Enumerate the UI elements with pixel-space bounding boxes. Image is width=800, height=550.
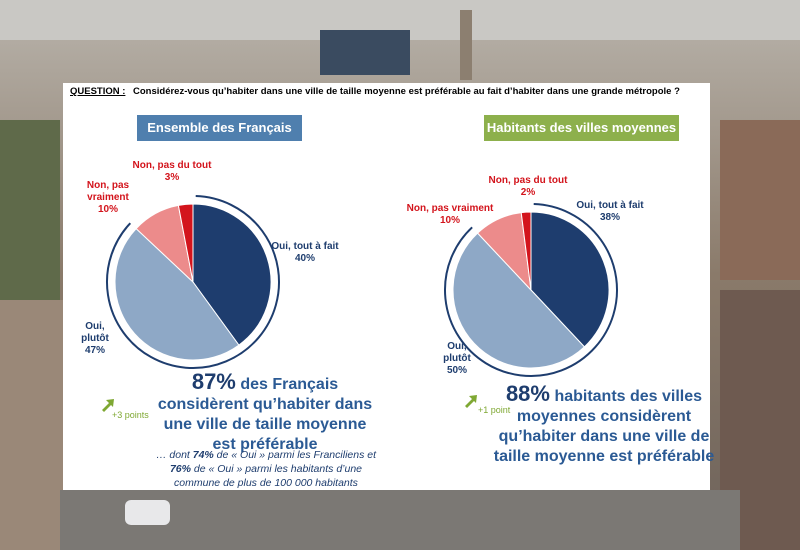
chart-title: Ensemble des Français: [137, 115, 302, 141]
slice-label: Non, pas vraiment 10%: [78, 180, 138, 216]
slice-label: Oui, plutôt 47%: [75, 321, 115, 357]
summary-text: des Français considèrent qu’habiter dans…: [157, 376, 373, 453]
category-label: Oui, tout à fait: [576, 200, 644, 211]
summary-highlight: 87%: [191, 369, 236, 394]
summary-text: habitants des villes moyennes considèren…: [493, 388, 715, 465]
footnote-part: 76%: [169, 463, 191, 475]
footnote: … dont 74% de « Oui » parmi les Francili…: [148, 448, 384, 490]
pie-slice: [452, 232, 586, 369]
value-label: 38%: [599, 212, 620, 223]
delta-label: +3 points: [112, 410, 149, 420]
summary: 88% habitants des villes moyennes consid…: [484, 381, 724, 467]
slice-label: Non, pas du tout 3%: [117, 160, 227, 184]
yes-ring: [444, 203, 618, 377]
summary-highlight: 88%: [505, 381, 550, 406]
value-label: 10%: [97, 204, 118, 215]
question-label: QUESTION :: [70, 86, 126, 97]
slice-label: Non, pas du tout 2%: [473, 175, 583, 199]
chart-title: Habitants des villes moyennes: [484, 115, 679, 141]
summary: 87% des Français considèrent qu’habiter …: [150, 369, 380, 455]
delta-arrow: [465, 395, 477, 408]
footnote-part: 74%: [192, 449, 214, 461]
slice-label: Non, pas vraiment 10%: [395, 203, 505, 227]
delta-arrow: [102, 399, 114, 412]
value-label: 10%: [439, 215, 460, 226]
category-label: Non, pas du tout: [488, 175, 568, 186]
value-label: 3%: [164, 172, 180, 183]
pie-slice: [530, 211, 610, 348]
footnote-part: de « Oui » parmi les Franciliens et: [213, 449, 377, 461]
pie-slice: [114, 227, 240, 361]
value-label: 40%: [294, 253, 315, 264]
slice-label: Oui, plutôt 50%: [437, 341, 477, 377]
category-label: Non, pas vraiment: [406, 203, 494, 214]
value-label: 50%: [446, 365, 467, 376]
yes-ring: [106, 195, 280, 369]
delta-label: +1 point: [478, 405, 511, 415]
category-label: Non, pas vraiment: [86, 180, 130, 203]
value-label: 2%: [520, 187, 536, 198]
category-label: Non, pas du tout: [132, 160, 212, 171]
footnote-part: … dont: [155, 449, 193, 461]
pie-slice: [177, 203, 194, 283]
category-label: Oui, plutôt: [443, 341, 471, 364]
question-text: Considérez-vous qu’habiter dans une vill…: [133, 86, 680, 97]
slice-label: Oui, tout à fait 40%: [265, 241, 345, 265]
value-label: 47%: [84, 345, 105, 356]
slice-label: Oui, tout à fait 38%: [570, 200, 650, 224]
category-label: Oui, tout à fait: [271, 241, 339, 252]
pie-slice: [192, 203, 272, 346]
category-label: Oui, plutôt: [81, 321, 109, 344]
footnote-part: de « Oui » parmi les habitants d’une com…: [174, 463, 363, 489]
pie-slice: [520, 211, 532, 291]
